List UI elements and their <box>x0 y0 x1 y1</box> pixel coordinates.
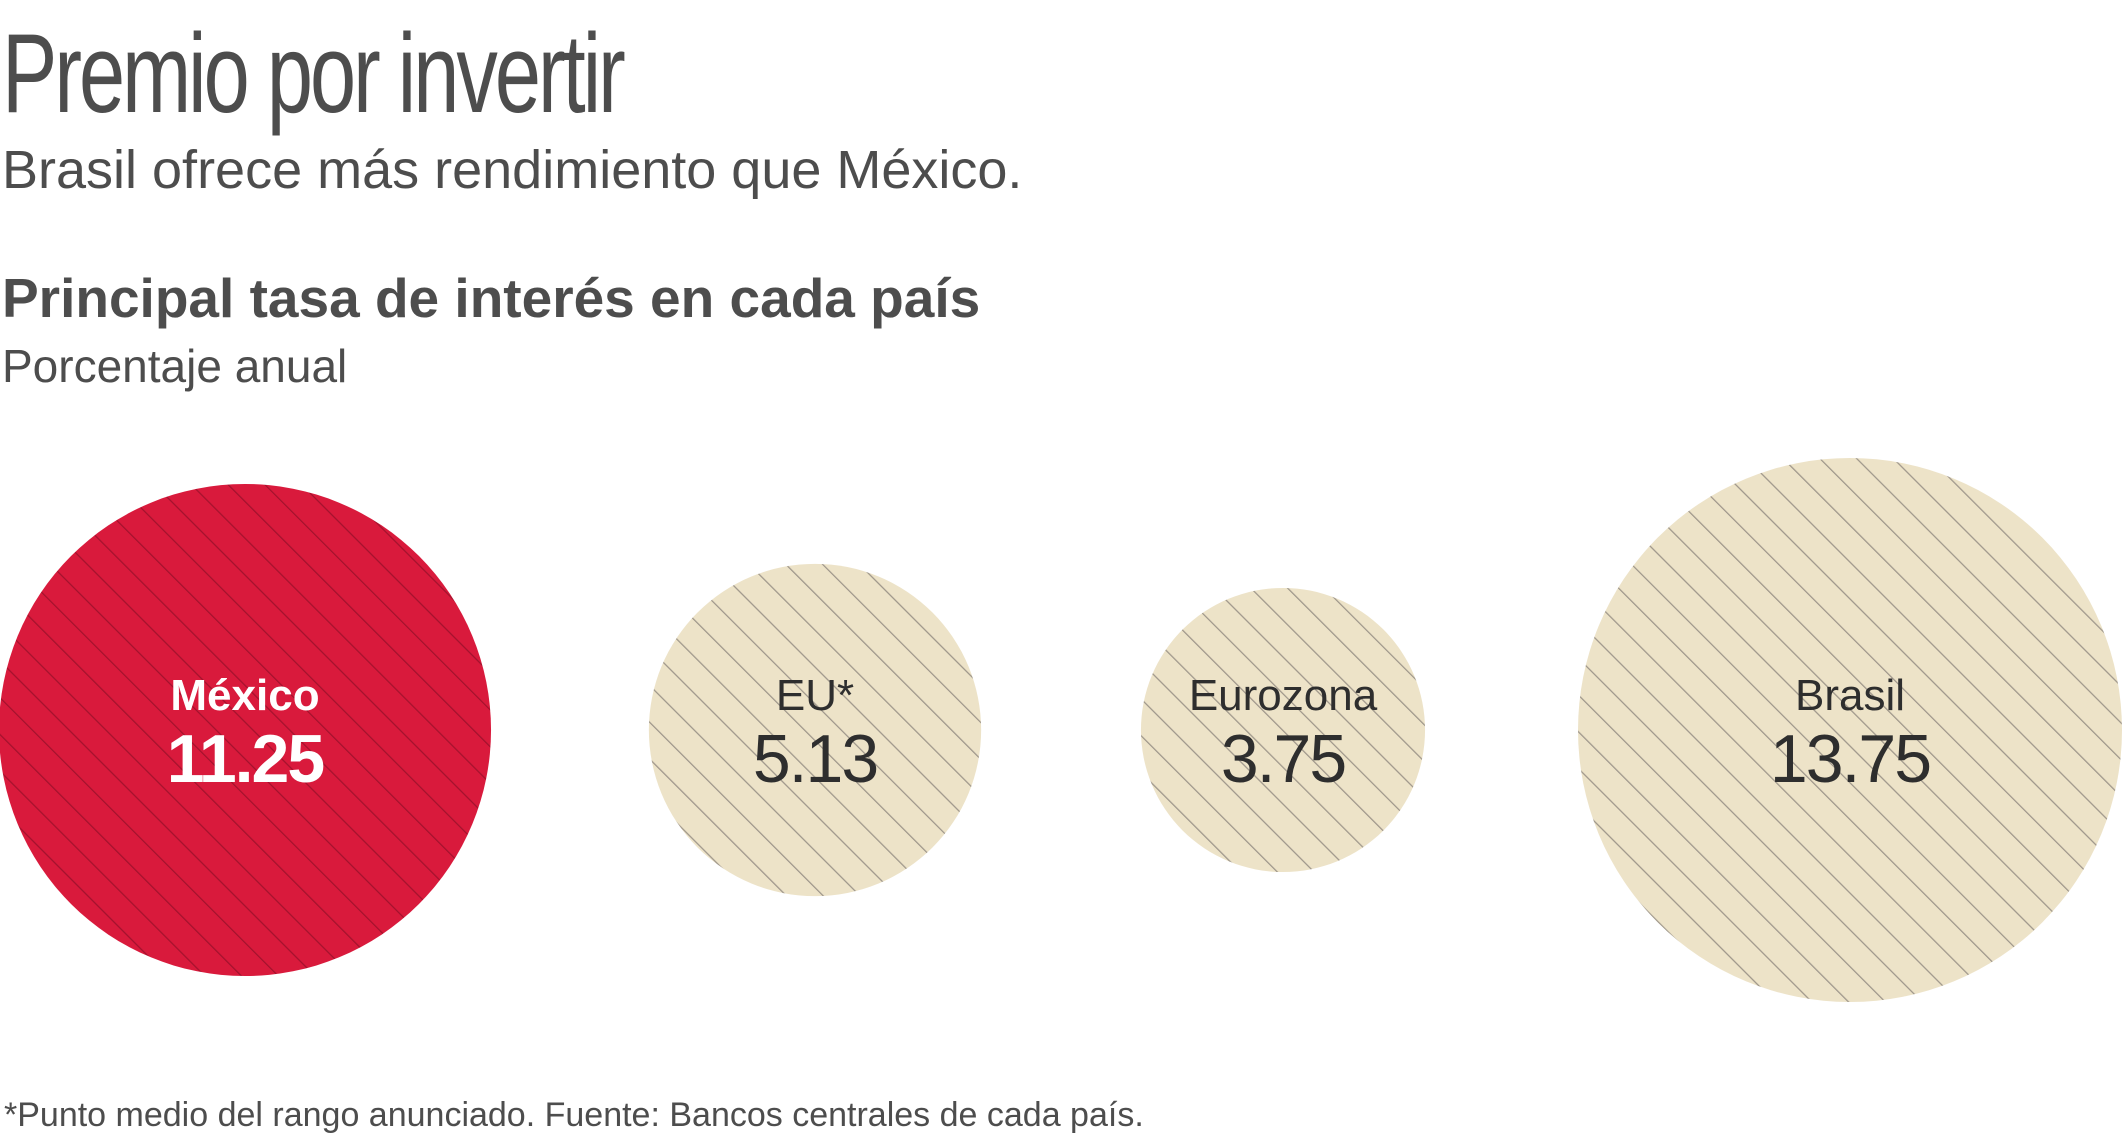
bubble-label: EU* <box>776 671 854 720</box>
footnote: *Punto medio del rango anunciado. Fuente… <box>4 1096 1144 1134</box>
bubble-label: Brasil <box>1795 671 1905 720</box>
headline-subtitle: Brasil ofrece más rendimiento que México… <box>2 140 1023 200</box>
bubble-label: Eurozona <box>1189 671 1378 720</box>
chart-title: Principal tasa de interés en cada país <box>2 267 981 329</box>
bubble-circle <box>1140 587 1426 873</box>
bubble-value: 5.13 <box>753 721 877 797</box>
bubble-value: 3.75 <box>1221 721 1345 797</box>
bubble-circle <box>1578 458 2122 1002</box>
bubble-circle <box>648 563 982 897</box>
bubble-value: 11.25 <box>167 721 324 797</box>
bubble-circle <box>0 484 491 976</box>
bubble-2: EU*5.13 <box>648 563 982 897</box>
bubble-value: 13.75 <box>1770 721 1930 797</box>
headline: Premio por invertir <box>2 11 626 136</box>
bubble-label: México <box>170 671 319 720</box>
chart-subtitle: Porcentaje anual <box>2 340 348 392</box>
